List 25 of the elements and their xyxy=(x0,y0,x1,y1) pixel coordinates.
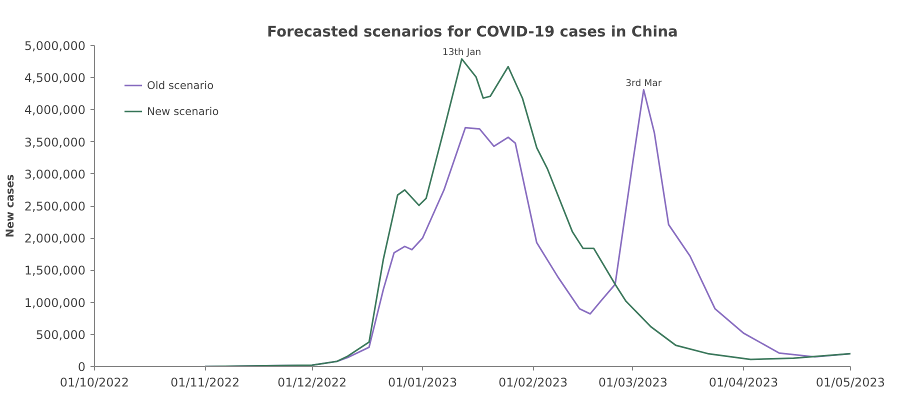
x-tick-label: 01/12/2022 xyxy=(277,376,347,390)
x-tick-label: 01/04/2023 xyxy=(708,376,778,390)
x-tick-label: 01/03/2023 xyxy=(598,376,668,390)
y-tick-label: 4,000,000 xyxy=(24,103,86,118)
annotation: 13th Jan xyxy=(442,46,482,58)
y-tick-label: 2,000,000 xyxy=(24,232,86,246)
y-tick-label: 4,500,000 xyxy=(24,71,86,86)
x-tick-label: 01/11/2022 xyxy=(170,376,240,390)
chart-title: Forecasted scenarios for COVID-19 cases in China xyxy=(267,24,678,40)
annotation: 3rd Mar xyxy=(626,78,662,89)
legend-label: New scenario xyxy=(147,104,219,118)
legend-label: Old scenario xyxy=(147,78,214,92)
y-tick-label: 5,000,000 xyxy=(24,39,86,53)
y-tick-label: 2,500,000 xyxy=(24,200,86,214)
x-tick-label: 01/01/2023 xyxy=(388,376,458,390)
x-tick-label: 01/02/2023 xyxy=(498,376,568,390)
x-tick-label: 01/10/2022 xyxy=(60,376,130,390)
y-tick-label: 1,500,000 xyxy=(24,264,86,278)
y-tick-label: 0 xyxy=(78,360,86,374)
y-tick-label: 3,500,000 xyxy=(24,135,86,150)
y-tick-label: 500,000 xyxy=(36,328,86,342)
y-axis-title: New cases xyxy=(3,174,16,238)
x-tick-label: 01/05/2023 xyxy=(816,376,886,390)
y-tick-label: 1,000,000 xyxy=(24,296,86,310)
y-tick-label: 3,000,000 xyxy=(24,167,86,182)
